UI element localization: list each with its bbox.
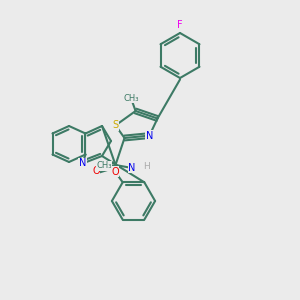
Text: H: H <box>144 162 150 171</box>
Text: N: N <box>79 158 86 169</box>
Text: O: O <box>92 166 100 176</box>
Text: CH₃: CH₃ <box>96 161 112 170</box>
Text: S: S <box>112 120 118 130</box>
Text: CH₃: CH₃ <box>123 94 139 103</box>
Text: N: N <box>128 163 136 173</box>
Text: F: F <box>177 20 183 31</box>
Text: O: O <box>111 167 119 177</box>
Text: N: N <box>146 130 153 141</box>
